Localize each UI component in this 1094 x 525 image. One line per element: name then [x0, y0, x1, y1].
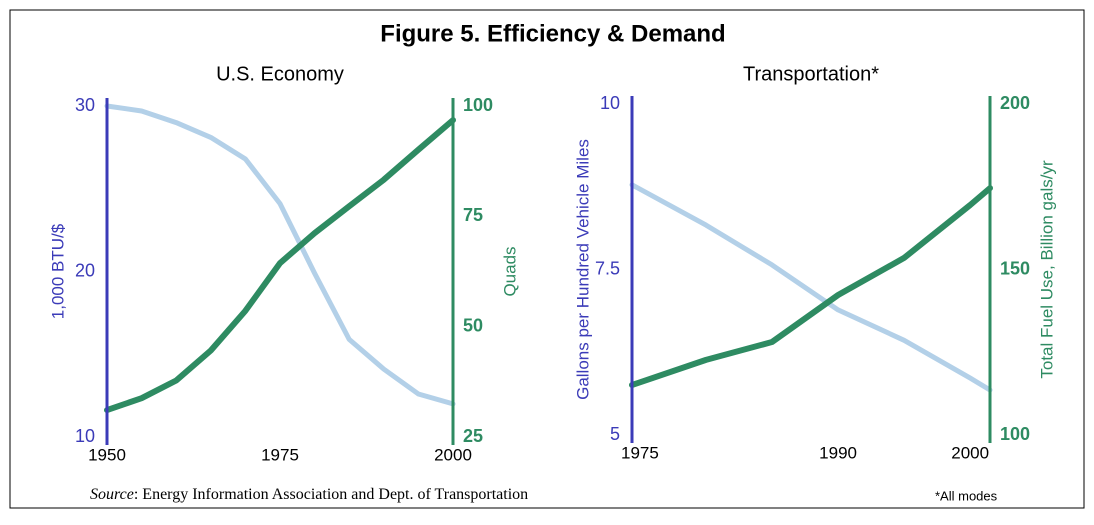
series-line: [104, 117, 456, 414]
y2-tick-label: 50: [463, 315, 483, 335]
y-tick-label: 20: [75, 260, 95, 280]
y2-tick-label: 100: [463, 95, 493, 115]
y2-axis-label: Total Fuel Use, Billion gals/yr: [1037, 160, 1056, 379]
y2-tick-label: 100: [1000, 424, 1030, 444]
y2-tick-label: 75: [463, 205, 483, 225]
frame: [9, 9, 1085, 509]
y2-tick-label: 25: [463, 426, 483, 446]
y2-tick-label: 150: [1000, 258, 1030, 278]
y-axis-label: 1,000 BTU/$: [48, 223, 67, 319]
figure-title: Figure 5. Efficiency & Demand: [380, 20, 725, 47]
source: Source: Energy Information Association a…: [90, 486, 528, 503]
y-tick-label: 5: [610, 424, 620, 444]
x-tick-label: 1950: [88, 445, 126, 464]
x-tick-label: 1975: [261, 445, 299, 464]
y-tick-label: 30: [75, 95, 95, 115]
source-label: Source: [90, 486, 134, 503]
source-text: : Energy Information Association and Dep…: [134, 486, 528, 503]
y2-axis-label: Quads: [500, 246, 519, 296]
subplot-title: Transportation*: [743, 63, 879, 85]
footnote: *All modes: [935, 488, 998, 503]
x-tick-label: 2000: [951, 443, 989, 462]
x-tick-label: 1990: [819, 443, 857, 462]
series-line: [104, 103, 456, 407]
y-axis-label: Gallons per Hundred Vehicle Miles: [573, 139, 592, 400]
series-line: [629, 185, 993, 388]
x-tick-label: 2000: [434, 445, 472, 464]
y-tick-label: 10: [75, 426, 95, 446]
subplot-title: U.S. Economy: [216, 63, 344, 85]
y-tick-label: 7.5: [595, 258, 620, 278]
y-tick-label: 10: [600, 93, 620, 113]
x-tick-label: 1975: [621, 443, 659, 462]
series-line: [629, 182, 993, 393]
y2-tick-label: 200: [1000, 93, 1030, 113]
